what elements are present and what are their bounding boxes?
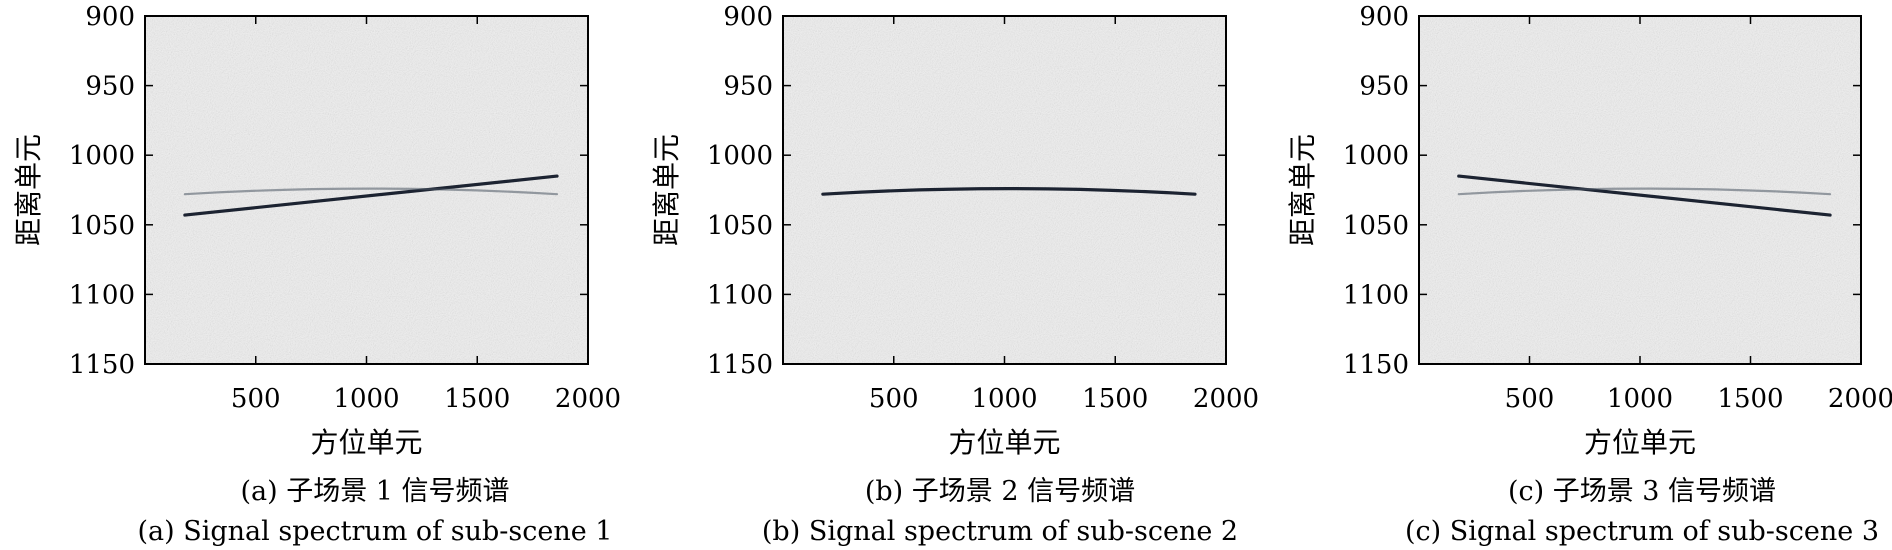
caption-cn: (a) 子场景 1 信号频谱 (240, 476, 509, 507)
trace-2-weak (1457, 187, 1832, 196)
y-tick-label: 1000 (707, 141, 773, 171)
y-axis-title: 距离单元 (12, 134, 45, 246)
x-tick-label: 2000 (1828, 384, 1892, 414)
caption-cn: (c) 子场景 3 信号频谱 (1508, 476, 1776, 507)
trace-2-weak (183, 187, 559, 196)
chart-panel-2: 500 1000 1500 2000 900 950 1000 1050 1100 1150 方位单… (650, 2, 1259, 547)
x-axis-title: 方位单元 (310, 426, 422, 459)
x-tick-label: 1000 (971, 384, 1037, 414)
x-tick-label: 2000 (555, 384, 621, 414)
y-tick-label: 900 (723, 2, 773, 32)
y-axis-title: 距离单元 (650, 134, 683, 246)
y-tick-label: 1150 (1343, 350, 1409, 380)
caption-en: (a) Signal spectrum of sub-scene 1 (137, 516, 612, 546)
y-tick-label: 1100 (69, 280, 135, 310)
x-tick-label: 1000 (333, 384, 399, 414)
y-tick-label: 1150 (707, 350, 773, 380)
trace-group (821, 187, 1197, 196)
y-tick-label: 950 (85, 72, 135, 102)
chart-panel-1: 500 1000 1500 2000 900 950 1000 1050 1100 1150 方位单… (12, 2, 621, 547)
y-tick-label: 1050 (69, 211, 135, 241)
trace-group (1457, 174, 1832, 217)
y-tick-label: 900 (1359, 2, 1409, 32)
caption-en: (b) Signal spectrum of sub-scene 2 (762, 516, 1238, 546)
x-tick-label: 2000 (1193, 384, 1259, 414)
x-tick-label: 1500 (1717, 384, 1783, 414)
x-axis-title: 方位单元 (948, 426, 1060, 459)
trace-1-strong (821, 187, 1197, 196)
y-axis-title: 距离单元 (1286, 134, 1319, 246)
y-tick-label: 900 (85, 2, 135, 32)
y-tick-label: 1050 (1343, 211, 1409, 241)
y-tick-label: 950 (723, 72, 773, 102)
chart-panel-3: 500 1000 1500 2000 900 950 1000 1050 1100 1150 方位单… (1286, 2, 1892, 547)
x-tick-label: 500 (231, 384, 281, 414)
plot-noise (1419, 16, 1861, 364)
x-tick-label: 1000 (1607, 384, 1673, 414)
y-tick-label: 1100 (707, 280, 773, 310)
y-tick-label: 1050 (707, 211, 773, 241)
plot-noise (145, 16, 588, 364)
x-tick-label: 1500 (1082, 384, 1148, 414)
y-tick-label: 950 (1359, 72, 1409, 102)
x-axis-title: 方位单元 (1584, 426, 1696, 459)
x-tick-label: 500 (869, 384, 919, 414)
y-tick-label: 1100 (1343, 280, 1409, 310)
y-tick-label: 1000 (1343, 141, 1409, 171)
trace-1-strong (183, 174, 559, 217)
trace-group (183, 174, 559, 217)
y-tick-label: 1000 (69, 141, 135, 171)
y-tick-label: 1150 (69, 350, 135, 380)
x-tick-label: 500 (1505, 384, 1555, 414)
caption-en: (c) Signal spectrum of sub-scene 3 (1405, 516, 1879, 546)
x-tick-label: 1500 (444, 384, 510, 414)
caption-cn: (b) 子场景 2 信号频谱 (865, 476, 1135, 507)
trace-1-strong (1457, 174, 1832, 217)
